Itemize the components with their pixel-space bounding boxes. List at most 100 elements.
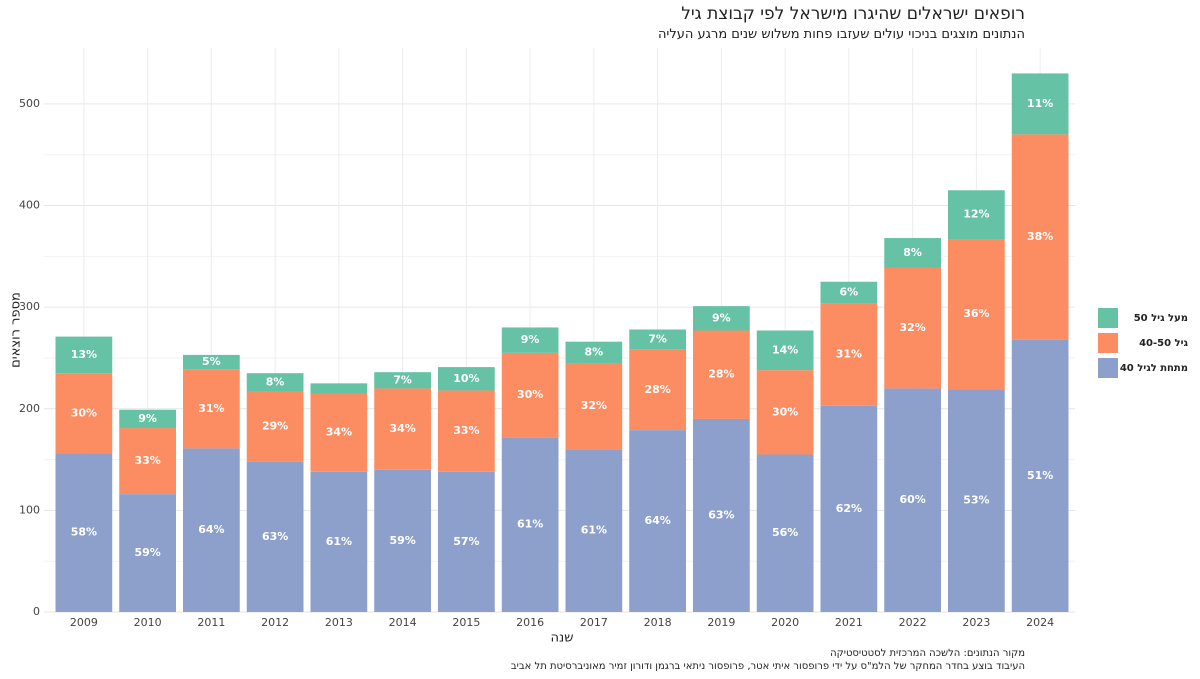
legend-label: מתחת לגיל 40 (1120, 363, 1188, 374)
bar-segment (374, 372, 431, 389)
percent-label: 7% (648, 333, 667, 346)
percent-label: 60% (899, 493, 925, 506)
bar-segment (501, 327, 559, 353)
bar-segment (1011, 73, 1069, 135)
percent-label: 57% (453, 535, 479, 548)
bar-segment (438, 471, 495, 612)
bar-segment (119, 428, 176, 495)
bar-segment (310, 471, 368, 612)
bar-segment (374, 388, 431, 470)
x-tick-label: 2017 (580, 616, 608, 629)
percent-label: 61% (581, 524, 607, 537)
percent-label: 56% (772, 526, 798, 539)
x-tick-label: 2020 (771, 616, 799, 629)
credit-note: העיבוד בוצע בחדר המחקר של הלמ"ס על ידי פ… (510, 661, 1025, 672)
x-tick-label: 2009 (70, 616, 98, 629)
bar-segment (820, 281, 878, 304)
bar-segment (438, 390, 495, 472)
bar-segment (756, 330, 814, 371)
percent-label: 11% (1027, 97, 1053, 110)
bar-segment (629, 329, 686, 350)
bar-segment (756, 454, 814, 612)
bar-segment (820, 405, 878, 612)
bar-segment (246, 373, 304, 392)
bar-segment (756, 370, 814, 455)
percent-label: 8% (585, 345, 604, 358)
percent-label: 30% (71, 406, 97, 419)
bar-segment (693, 418, 750, 612)
bar-segment (820, 303, 878, 406)
bar-segment (1011, 339, 1069, 612)
x-tick-label: 2014 (389, 616, 417, 629)
x-tick-label: 2022 (899, 616, 927, 629)
bar-segment (884, 238, 941, 268)
bar-segment (119, 409, 176, 429)
percent-label: 29% (262, 420, 288, 433)
bar-segment (183, 354, 240, 370)
bar-segment (948, 239, 1005, 390)
y-tick-label: 0 (33, 605, 40, 618)
bar-segment (693, 330, 750, 419)
bar-segment (246, 391, 304, 462)
percent-label: 12% (963, 208, 989, 221)
x-tick-label: 2013 (325, 616, 353, 629)
bar-segment (629, 430, 686, 612)
bar-segment (183, 369, 240, 449)
y-tick-label: 200 (19, 402, 40, 415)
percent-label: 31% (836, 347, 862, 360)
percent-label: 33% (134, 454, 160, 467)
bar-segment (183, 448, 240, 612)
legend-label: גיל 40-50 (1139, 338, 1188, 349)
x-tick-label: 2016 (516, 616, 544, 629)
source-note: מקור הנתונים: הלשכה המרכזית לסטטיסטיקה (830, 648, 1025, 659)
x-tick-label: 2011 (197, 616, 225, 629)
x-axis-title: שנה (551, 631, 574, 646)
percent-label: 64% (644, 514, 670, 527)
bar-segment (565, 449, 623, 612)
bar-segment (884, 388, 941, 612)
percent-label: 64% (198, 523, 224, 536)
percent-label: 28% (708, 368, 734, 381)
legend-label: מעל גיל 50 (1134, 313, 1188, 324)
bar-segment (55, 453, 113, 612)
percent-label: 36% (963, 307, 989, 320)
bar-segment (565, 341, 623, 364)
percent-label: 14% (772, 343, 798, 356)
bar-segment (565, 363, 623, 450)
percent-label: 34% (326, 426, 352, 439)
percent-label: 9% (138, 412, 157, 425)
x-tick-label: 2012 (261, 616, 289, 629)
bar-segment (310, 393, 368, 472)
bar-segment (948, 389, 1005, 612)
bar-segment (884, 267, 941, 389)
percent-label: 38% (1027, 230, 1053, 243)
x-tick-label: 2023 (962, 616, 990, 629)
x-tick-label: 2010 (134, 616, 162, 629)
bar-segment (246, 461, 304, 612)
legend-swatch (1098, 333, 1118, 353)
percent-label: 5% (202, 355, 221, 368)
y-tick-label: 400 (19, 199, 40, 212)
percent-label: 9% (521, 333, 540, 346)
bar-segment (55, 373, 113, 454)
bar-segment (1011, 134, 1069, 340)
y-axis-title: מספר רוצאים (9, 292, 24, 368)
bar-segment (629, 349, 686, 431)
percent-label: 28% (644, 383, 670, 396)
percent-label: 58% (71, 526, 97, 539)
y-tick-label: 500 (19, 97, 40, 110)
bar-segment (119, 494, 176, 612)
bar-segment (501, 352, 559, 438)
x-tick-label: 2015 (452, 616, 480, 629)
percent-label: 8% (903, 246, 922, 259)
legend-swatch (1098, 358, 1118, 378)
x-tick-label: 2019 (707, 616, 735, 629)
percent-label: 30% (517, 388, 543, 401)
bar-segment (438, 367, 495, 391)
percent-label: 32% (899, 321, 925, 334)
percent-label: 32% (581, 399, 607, 412)
percent-label: 53% (963, 494, 989, 507)
chart-subtitle: הנתונים מוצגים בניכוי עולים שעזבו פחות מ… (657, 27, 1025, 42)
